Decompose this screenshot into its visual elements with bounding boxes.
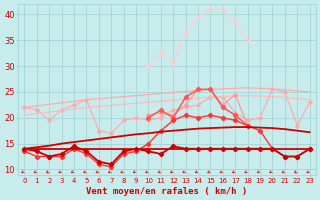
X-axis label: Vent moyen/en rafales ( km/h ): Vent moyen/en rafales ( km/h ) [86, 187, 248, 196]
